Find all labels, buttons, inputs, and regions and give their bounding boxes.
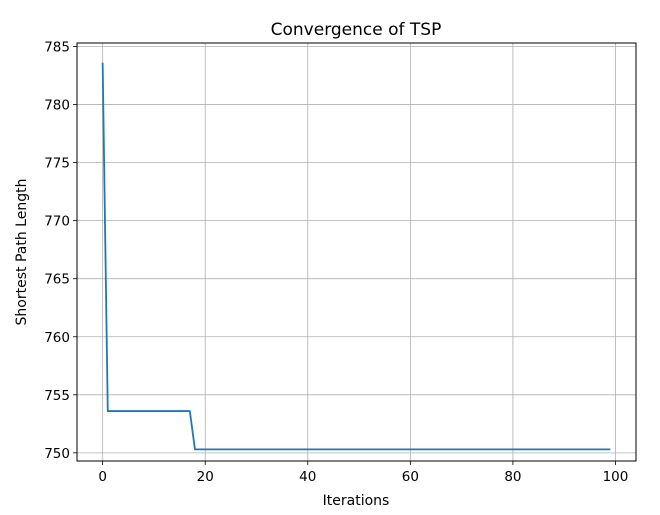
- x-tick-label: 80: [504, 469, 521, 485]
- x-tick-label: 20: [197, 469, 214, 485]
- y-tick-label: 765: [44, 272, 70, 288]
- y-tick-label: 755: [44, 388, 70, 404]
- y-tick-label: 760: [44, 330, 70, 346]
- x-tick-label: 60: [402, 469, 419, 485]
- series-line: [101, 62, 611, 451]
- y-tick-label: 770: [44, 214, 70, 230]
- x-axis-label: Iterations: [323, 493, 390, 509]
- x-tick-label: 0: [98, 469, 107, 485]
- grid-lines: [77, 43, 636, 461]
- y-tick-label: 780: [44, 98, 70, 114]
- series-group: [101, 62, 611, 451]
- x-axis-ticks: 0 20 40 60 80 100: [98, 461, 628, 485]
- chart-title: Convergence of TSP: [271, 20, 442, 40]
- y-axis-label: Shortest Path Length: [14, 179, 30, 326]
- x-tick-label: 100: [603, 469, 629, 485]
- y-tick-label: 775: [44, 156, 70, 172]
- y-axis-ticks: 750 755 760 765 770 775 780 785: [44, 39, 77, 462]
- x-tick-label: 40: [299, 469, 316, 485]
- y-tick-label: 750: [44, 446, 70, 462]
- plot-frame: [76, 42, 637, 462]
- y-tick-label: 785: [44, 39, 70, 55]
